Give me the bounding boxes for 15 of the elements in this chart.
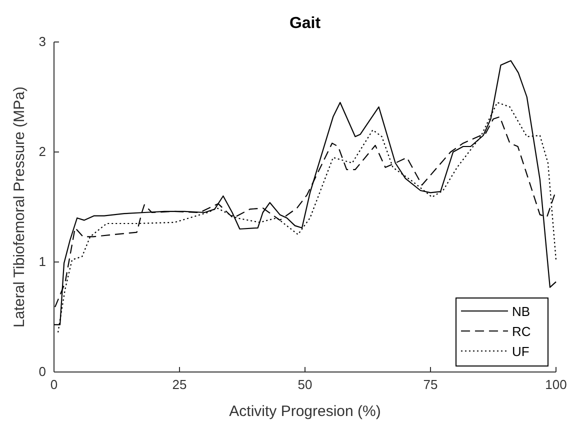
y-tick-label: 2 xyxy=(38,144,46,160)
chart-title: Gait xyxy=(289,15,322,32)
x-tick-label: 25 xyxy=(172,377,187,392)
x-tick-label: 100 xyxy=(545,377,567,392)
x-tick-label: 75 xyxy=(423,377,438,392)
x-axis-title: Activity Progresion (%) xyxy=(229,403,381,420)
legend-label: RC xyxy=(512,324,531,339)
y-tick-label: 0 xyxy=(38,364,46,380)
y-tick-label: 3 xyxy=(38,34,46,50)
y-axis-title: Lateral Tibiofemoral Pressure (MPa) xyxy=(11,86,28,328)
legend-label: NB xyxy=(512,304,530,319)
x-tick-label: 0 xyxy=(50,377,58,392)
legend-label: UF xyxy=(512,344,530,359)
x-tick-label: 50 xyxy=(298,377,312,392)
y-tick-label: 1 xyxy=(38,254,46,270)
